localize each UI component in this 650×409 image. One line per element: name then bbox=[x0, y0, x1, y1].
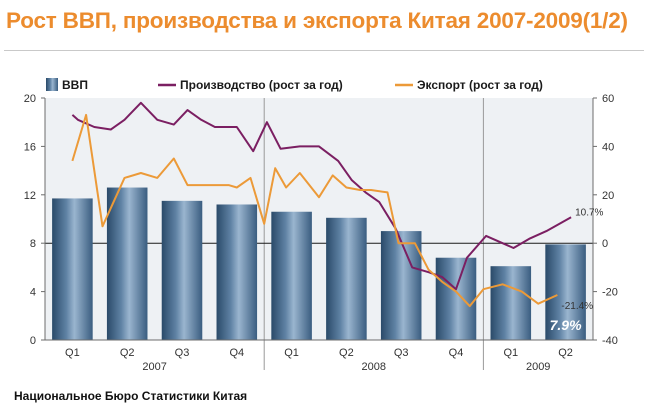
x-tick-label-10: Q2 bbox=[558, 347, 573, 359]
x-tick-label-8: Q4 bbox=[449, 347, 464, 359]
gdp-bar-9 bbox=[490, 266, 532, 340]
year-label-2008: 2008 bbox=[362, 361, 386, 373]
gdp-bar-5 bbox=[271, 211, 312, 340]
series-line-1 bbox=[71, 101, 572, 291]
left-tick-label-0: 0 bbox=[30, 335, 36, 347]
x-tick-label-6: Q2 bbox=[339, 347, 354, 359]
legend-label-gdp: ВВП bbox=[62, 78, 88, 92]
year-label-2007: 2007 bbox=[142, 361, 166, 373]
source-note: Национальное Бюро Статистики Китая bbox=[14, 389, 248, 403]
x-tick-label-5: Q1 bbox=[284, 347, 299, 359]
left-tick-label-12: 12 bbox=[24, 190, 36, 202]
right-tick-label-60: 60 bbox=[602, 93, 614, 105]
year-label-2009: 2009 bbox=[526, 361, 550, 373]
right-tick-label-20: 20 bbox=[602, 190, 614, 202]
x-tick-label-9: Q1 bbox=[503, 347, 518, 359]
right-tick-label--20: -20 bbox=[602, 287, 618, 299]
right-tick-label--40: -40 bbox=[602, 335, 618, 347]
gdp-bar-3 bbox=[161, 200, 203, 340]
x-tick-label-7: Q3 bbox=[394, 347, 409, 359]
gdp-bar-2 bbox=[106, 187, 148, 340]
series-end-label-1: 10.7% bbox=[575, 207, 603, 218]
left-tick-label-4: 4 bbox=[30, 287, 36, 299]
left-tick-label-8: 8 bbox=[30, 238, 36, 250]
legend-label-production: Производство (рост за год) bbox=[180, 78, 343, 92]
chart-title: Рост ВВП, производства и экспорта Китая … bbox=[6, 8, 628, 33]
x-tick-label-1: Q1 bbox=[65, 347, 80, 359]
series-end-label-2: -21.4% bbox=[561, 301, 593, 312]
x-tick-label-2: Q2 bbox=[120, 347, 135, 359]
x-tick-label-3: Q3 bbox=[175, 347, 190, 359]
series-line-2 bbox=[71, 113, 558, 308]
right-tick-label-40: 40 bbox=[602, 141, 614, 153]
left-tick-label-16: 16 bbox=[24, 141, 36, 153]
title-divider bbox=[4, 50, 644, 51]
gdp-bar-10 bbox=[545, 244, 586, 340]
left-tick-label-20: 20 bbox=[24, 93, 36, 105]
gdp-bar-8 bbox=[435, 257, 477, 340]
legend-swatch-gdp bbox=[46, 78, 58, 91]
gdp-bar-4 bbox=[216, 204, 258, 340]
gdp-bar-6 bbox=[326, 217, 367, 340]
legend-label-export: Экспорт (рост за год) bbox=[417, 78, 543, 92]
x-tick-label-4: Q4 bbox=[229, 347, 244, 359]
gdp-bar-1 bbox=[52, 198, 93, 340]
right-tick-label-0: 0 bbox=[602, 238, 608, 250]
gdp-bar-7 bbox=[380, 231, 422, 340]
gdp-last-value-label: 7.9% bbox=[550, 317, 582, 333]
